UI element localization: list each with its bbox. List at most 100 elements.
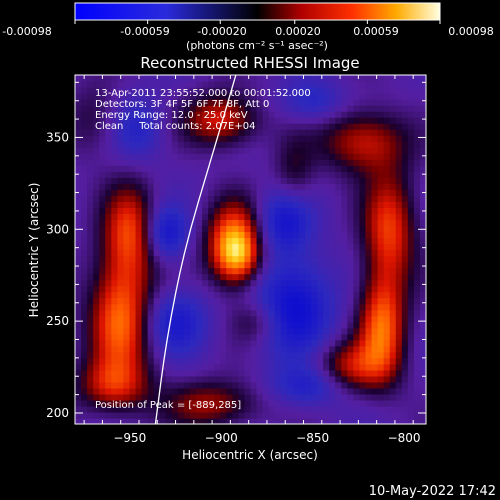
- colorbar-gradient: [75, 3, 440, 20]
- heatmap-cell: [365, 111, 373, 118]
- heatmap-cell: [286, 285, 294, 293]
- heatmap-cell: [75, 123, 82, 130]
- heatmap-cell: [105, 327, 112, 335]
- heatmap-cell: [87, 267, 94, 275]
- heatmap-cell: [407, 153, 415, 160]
- heatmap-cell: [359, 255, 367, 263]
- heatmap-cell: [177, 279, 185, 287]
- heatmap-cell: [220, 177, 227, 184]
- heatmap-cell: [171, 279, 179, 287]
- heatmap-cell: [153, 177, 161, 184]
- heatmap-cell: [177, 141, 185, 148]
- heatmap-cell: [177, 267, 185, 275]
- heatmap-cell: [413, 189, 421, 196]
- heatmap-cell: [75, 285, 82, 293]
- heatmap-cell: [335, 273, 342, 281]
- heatmap-cell: [311, 207, 318, 214]
- heatmap-cell: [317, 333, 324, 341]
- heatmap-cell: [347, 81, 354, 88]
- heatmap-cell: [87, 117, 94, 124]
- heatmap-cell: [129, 399, 137, 407]
- heatmap-cell: [220, 105, 227, 112]
- heatmap-cell: [135, 297, 143, 305]
- heatmap-cell: [419, 351, 426, 359]
- heatmap-cell: [383, 261, 391, 269]
- heatmap-cell: [317, 123, 324, 130]
- heatmap-cell: [105, 237, 112, 245]
- heatmap-cell: [347, 99, 354, 106]
- heatmap-cell: [226, 267, 233, 275]
- heatmap-cell: [159, 357, 167, 365]
- heatmap-cell: [220, 93, 227, 100]
- heatmap-cell: [177, 135, 185, 142]
- heatmap-cell: [347, 267, 354, 275]
- heatmap-cell: [323, 105, 330, 112]
- heatmap-cell: [371, 129, 379, 136]
- heatmap-cell: [81, 201, 88, 208]
- heatmap-cell: [202, 87, 209, 94]
- heatmap-cell: [220, 369, 227, 377]
- heatmap-cell: [304, 405, 312, 413]
- heatmap-cell: [407, 177, 415, 184]
- heatmap-cell: [183, 249, 191, 257]
- heatmap-cell: [395, 117, 403, 124]
- heatmap-cell: [304, 123, 312, 130]
- heatmap-cell: [256, 153, 264, 160]
- heatmap-cell: [268, 243, 276, 251]
- heatmap-cell: [208, 225, 215, 233]
- heatmap-cell: [147, 351, 155, 359]
- heatmap-cell: [298, 387, 306, 395]
- heatmap-cell: [87, 261, 94, 269]
- heatmap-cell: [129, 165, 137, 172]
- heatmap-cell: [286, 315, 294, 323]
- heatmap-cell: [419, 315, 426, 323]
- heatmap-cell: [256, 237, 264, 245]
- heatmap-cell: [202, 303, 209, 311]
- heatmap-cell: [395, 93, 403, 100]
- heatmap-cell: [286, 321, 294, 329]
- heatmap-cell: [208, 321, 215, 329]
- heatmap-cell: [304, 81, 312, 88]
- heatmap-cell: [262, 297, 270, 305]
- heatmap-cell: [238, 387, 246, 395]
- heatmap-cell: [401, 201, 409, 208]
- heatmap-cell: [401, 177, 409, 184]
- heatmap-cell: [292, 279, 300, 287]
- heatmap-cell: [147, 261, 155, 269]
- heatmap-cell: [359, 111, 367, 118]
- heatmap-cell: [147, 291, 155, 299]
- heatmap-cell: [111, 417, 118, 424]
- heatmap-cell: [93, 363, 100, 371]
- heatmap-cell: [141, 411, 149, 419]
- heatmap-cell: [383, 381, 391, 389]
- heatmap-cell: [317, 255, 324, 263]
- heatmap-cell: [196, 351, 203, 359]
- heatmap-cell: [123, 321, 131, 329]
- heatmap-cell: [268, 249, 276, 257]
- heatmap-cell: [347, 231, 354, 239]
- heatmap-cell: [189, 399, 197, 407]
- heatmap-cell: [238, 273, 246, 281]
- heatmap-cell: [268, 255, 276, 263]
- heatmap-cell: [317, 99, 324, 106]
- heatmap-cell: [365, 345, 373, 353]
- heatmap-cell: [159, 285, 167, 293]
- heatmap-cell: [177, 393, 185, 401]
- heatmap-cell: [335, 369, 342, 377]
- heatmap-cell: [256, 393, 264, 401]
- heatmap-cell: [105, 411, 112, 419]
- heatmap-cell: [256, 297, 264, 305]
- heatmap-cell: [183, 351, 191, 359]
- heatmap-cell: [371, 339, 379, 347]
- heatmap-cell: [335, 105, 342, 112]
- heatmap-cell: [117, 105, 125, 112]
- heatmap-cell: [202, 327, 209, 335]
- heatmap-cell: [177, 273, 185, 281]
- heatmap-cell: [359, 273, 367, 281]
- heatmap-cell: [292, 333, 300, 341]
- heatmap-cell: [244, 273, 252, 281]
- heatmap-cell: [311, 363, 318, 371]
- heatmap-cell: [292, 225, 300, 233]
- heatmap-cell: [196, 117, 203, 124]
